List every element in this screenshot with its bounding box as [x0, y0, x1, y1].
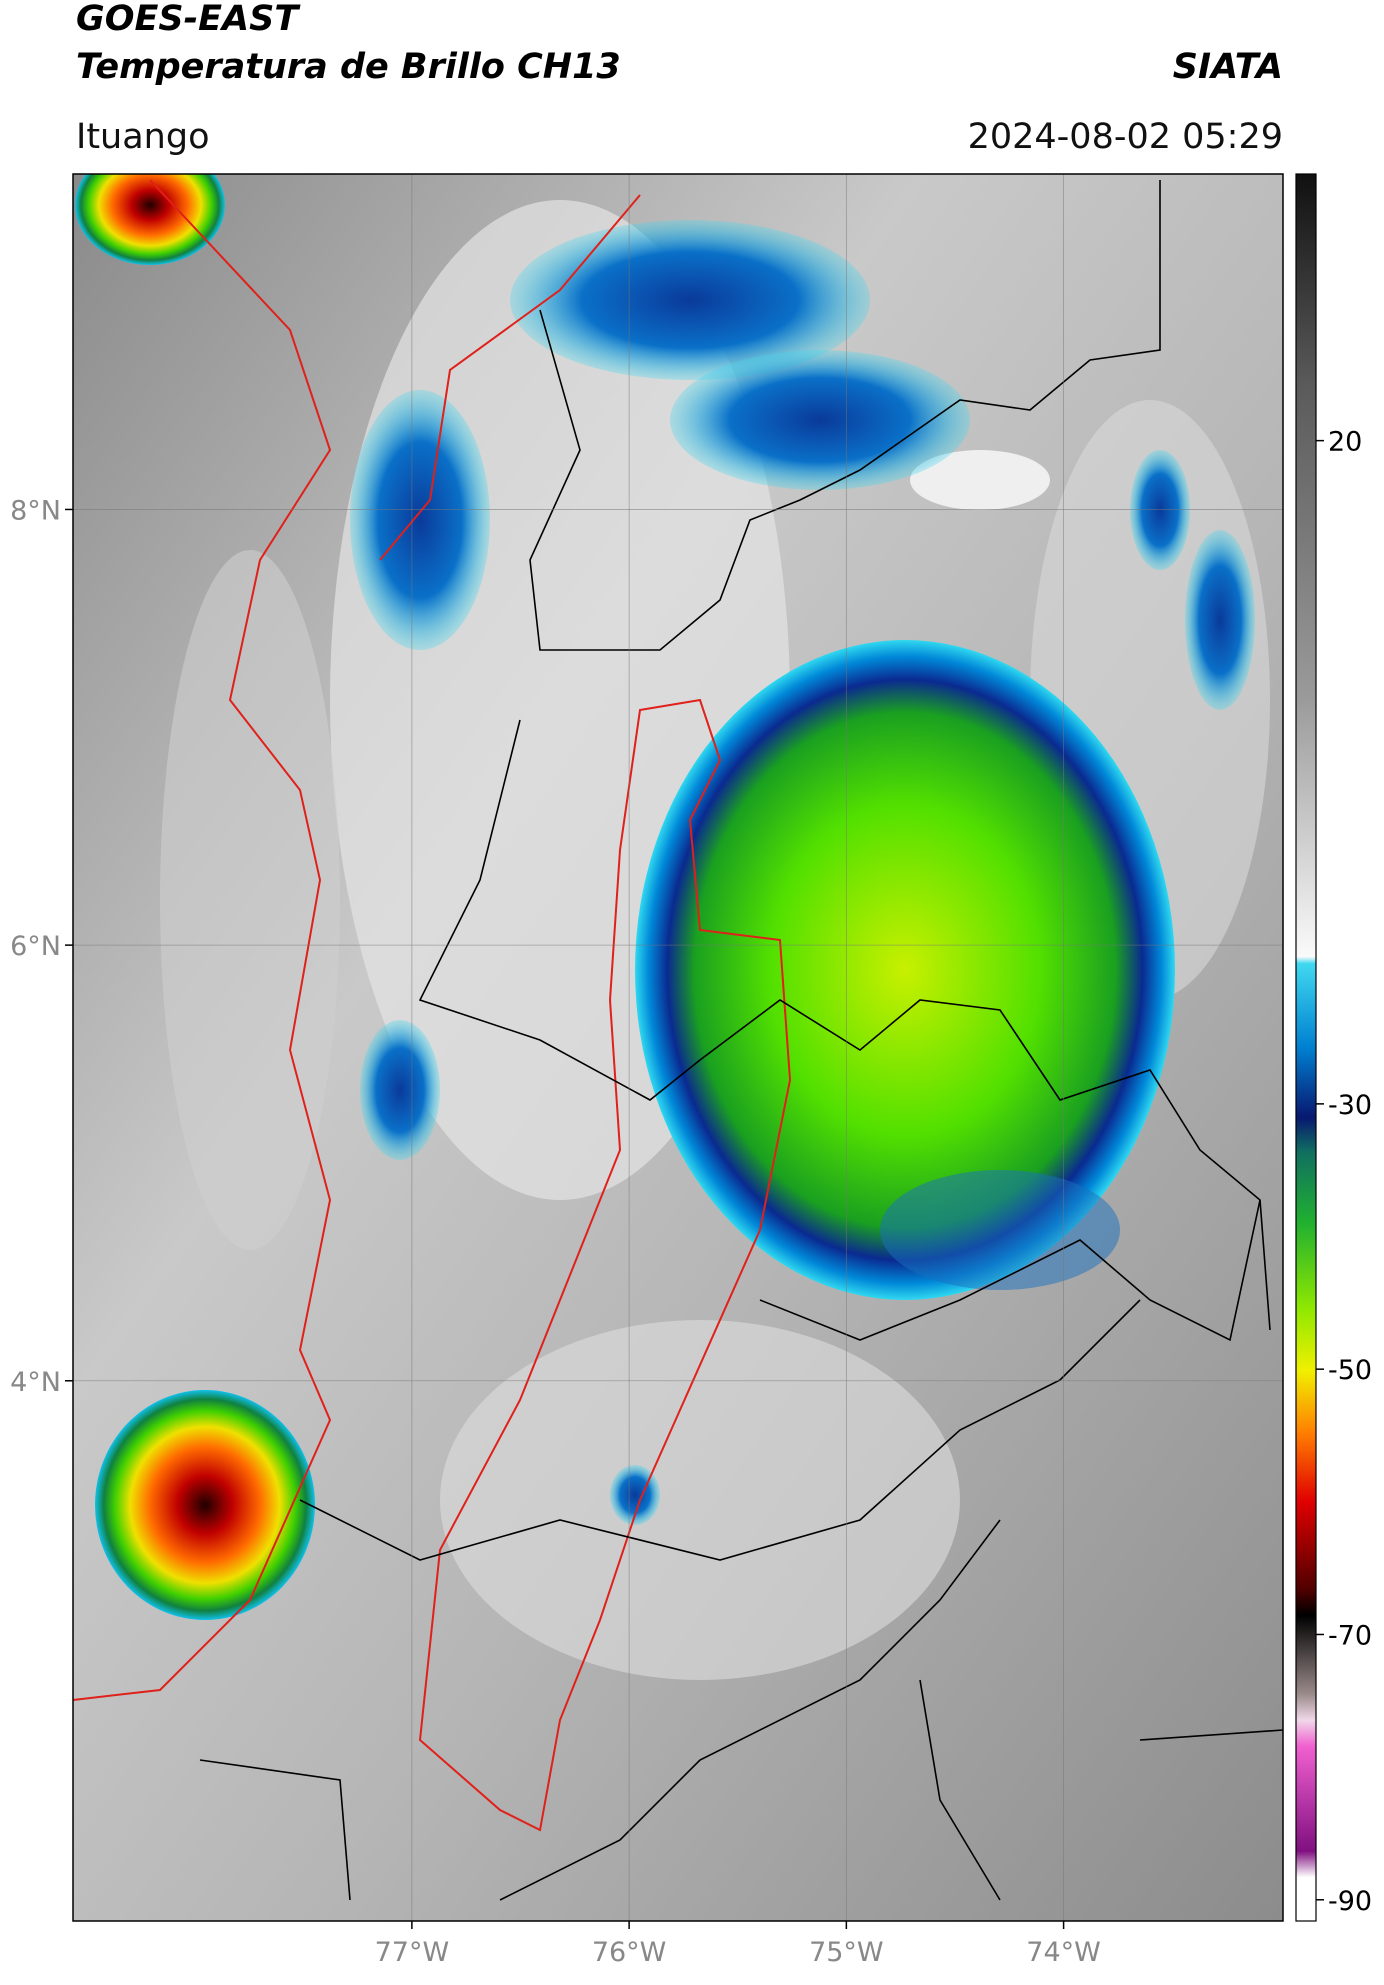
map-frame	[72, 173, 1284, 1922]
location: Ituango	[76, 117, 210, 157]
lat-tick-label: 4°N	[10, 1367, 61, 1398]
source: SIATA	[1173, 47, 1283, 87]
lon-tick-label: 76°W	[592, 1937, 667, 1968]
graticule	[73, 174, 1283, 1921]
colorbar-tick-label: -90	[1328, 1886, 1372, 1917]
colorbar	[1295, 173, 1317, 1922]
lon-tick-label: 74°W	[1026, 1937, 1101, 1968]
lon-tick-label: 75°W	[809, 1937, 884, 1968]
datetime: 2024-08-02 05:29	[968, 117, 1283, 157]
subtitle: Temperatura de Brillo CH13	[76, 47, 621, 87]
lat-tick-label: 8°N	[10, 495, 61, 526]
satellite-image	[73, 174, 1283, 1921]
colorbar-tick-label: -30	[1328, 1090, 1372, 1121]
title: GOES-EAST	[76, 0, 301, 39]
colorbar-tick-label: 20	[1328, 427, 1362, 458]
lat-tick-label: 6°N	[10, 931, 61, 962]
lon-tick-label: 77°W	[375, 1937, 450, 1968]
colorbar-tick-label: -50	[1328, 1355, 1372, 1386]
colorbar-tick-label: -70	[1328, 1620, 1372, 1651]
